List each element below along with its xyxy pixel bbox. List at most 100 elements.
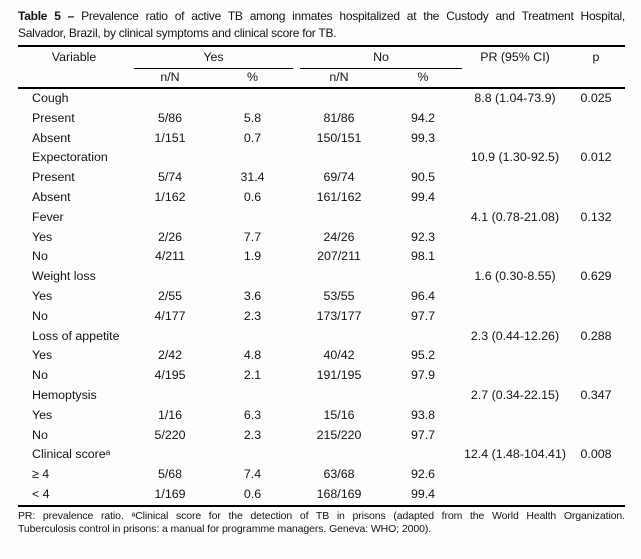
cell-yes-percent	[210, 267, 295, 287]
table-row: Expectoration 10.9 (1.30-92.5) 0.012	[18, 148, 625, 168]
header-p: p	[592, 50, 600, 64]
table-body: Cough 8.8 (1.04-73.9) 0.025 Present 5/86 5.8 8…	[18, 89, 625, 505]
cell-no-percent	[383, 327, 463, 347]
cell-pr	[463, 346, 567, 366]
cell-yes-ratio: 5/68	[157, 467, 183, 482]
cell-pr: 1.6 (0.30-8.55)	[474, 269, 556, 284]
cell-p	[567, 168, 625, 188]
cell-variable: Yes	[32, 407, 53, 422]
caption-line-1: Table 5 – Prevalence ratio of active TB …	[18, 8, 625, 25]
cell-p: 0.008	[580, 447, 612, 462]
cell-yes-ratio: 4/211	[154, 249, 186, 264]
cell-no-ratio: 24/26	[323, 229, 355, 244]
cell-yes-ratio	[130, 89, 210, 109]
cell-pr: 10.9 (1.30-92.5)	[470, 150, 560, 165]
cell-p	[567, 287, 625, 307]
cell-yes-ratio	[130, 208, 210, 228]
rule-top	[18, 45, 625, 47]
subheader-yes-percent: %	[246, 70, 259, 84]
cell-yes-ratio: 2/26	[157, 229, 183, 244]
cell-variable: No	[32, 308, 48, 323]
cell-no-percent	[383, 267, 463, 287]
cell-p	[567, 247, 625, 267]
cell-yes-ratio: 1/169	[154, 486, 186, 501]
header-pr: PR (95% CI)	[480, 50, 550, 64]
table-row: Fever 4.1 (0.78-21.08) 0.132	[18, 208, 625, 228]
caption-text: Prevalence ratio of active TB among inma…	[74, 9, 625, 23]
cell-pr	[463, 465, 567, 485]
cell-no-percent: 90.5	[410, 170, 436, 185]
table-row: Cough 8.8 (1.04-73.9) 0.025	[18, 89, 625, 109]
header-no-group: No	[300, 47, 462, 69]
cell-no-percent: 94.2	[410, 110, 436, 125]
cell-no-percent: 99.4	[410, 486, 436, 501]
cell-p: 0.347	[580, 387, 612, 402]
cell-pr: 12.4 (1.48-104.41)	[464, 447, 566, 462]
cell-yes-percent: 7.4	[243, 467, 262, 482]
cell-yes-ratio: 1/16	[157, 407, 183, 422]
cell-no-percent: 93.8	[410, 407, 436, 422]
cell-p: 0.025	[580, 91, 612, 105]
table-row: Yes 1/16 6.3 15/16 93.8	[18, 406, 625, 426]
cell-no-ratio	[295, 386, 383, 406]
cell-p	[567, 485, 625, 505]
cell-no-ratio: 81/86	[323, 110, 355, 125]
cell-yes-ratio: 2/55	[157, 288, 183, 303]
cell-yes-percent	[210, 208, 295, 228]
cell-no-ratio: 40/42	[323, 348, 355, 363]
cell-no-percent: 96.4	[410, 288, 436, 303]
cell-yes-percent: 7.7	[243, 229, 262, 244]
cell-no-ratio	[295, 89, 383, 109]
table-label: Table 5 –	[18, 9, 75, 23]
cell-p	[567, 465, 625, 485]
cell-p	[567, 346, 625, 366]
cell-variable: Yes	[32, 288, 53, 303]
cell-no-ratio	[295, 148, 383, 168]
cell-p	[567, 109, 625, 129]
cell-variable: No	[32, 427, 48, 442]
cell-pr	[463, 168, 567, 188]
header-variable: Variable	[51, 50, 97, 64]
cell-yes-percent: 31.4	[240, 170, 265, 185]
table-row: Absent 1/151 0.7 150/151 99.3	[18, 129, 625, 149]
cell-no-ratio	[295, 208, 383, 228]
cell-variable: Absent	[32, 189, 71, 204]
cell-no-percent	[383, 208, 463, 228]
cell-no-ratio: 69/74	[323, 170, 355, 185]
header-yes-group: Yes	[134, 47, 293, 69]
cell-no-percent: 97.9	[410, 368, 436, 383]
cell-no-percent	[383, 445, 463, 465]
cell-yes-ratio: 1/162	[154, 189, 186, 204]
cell-pr	[463, 307, 567, 327]
cell-yes-percent	[210, 445, 295, 465]
table-row: No 5/220 2.3 215/220 97.7	[18, 426, 625, 446]
table-row: No 4/211 1.9 207/211 98.1	[18, 247, 625, 267]
cell-yes-percent	[210, 327, 295, 347]
cell-no-ratio: 15/16	[323, 407, 355, 422]
cell-yes-percent: 0.6	[243, 189, 262, 204]
cell-no-ratio: 161/162	[316, 189, 362, 204]
cell-variable: Weight loss	[32, 269, 96, 284]
cell-pr	[463, 247, 567, 267]
footnote-line-2: Tuberculosis control in prisons: a manua…	[18, 523, 432, 536]
cell-variable: No	[32, 368, 48, 383]
cell-yes-percent: 2.3	[243, 308, 262, 323]
cell-p	[567, 406, 625, 426]
cell-yes-percent	[210, 89, 295, 109]
cell-yes-ratio	[130, 386, 210, 406]
cell-p: 0.132	[580, 209, 612, 224]
subheader-no-ratio: n/N	[329, 70, 349, 84]
cell-p: 0.288	[580, 328, 612, 343]
cell-no-ratio: 53/55	[323, 288, 355, 303]
table-row: Hemoptysis 2.7 (0.34-22.15) 0.347	[18, 386, 625, 406]
cell-yes-percent: 5.8	[243, 110, 262, 125]
rule-bottom	[18, 504, 625, 507]
cell-p	[567, 228, 625, 248]
cell-no-percent	[383, 386, 463, 406]
cell-variable: < 4	[32, 486, 50, 501]
cell-pr	[463, 485, 567, 505]
cell-no-ratio	[295, 445, 383, 465]
cell-variable: No	[32, 249, 48, 264]
cell-variable: Present	[32, 170, 75, 185]
cell-no-ratio: 168/169	[316, 486, 362, 501]
